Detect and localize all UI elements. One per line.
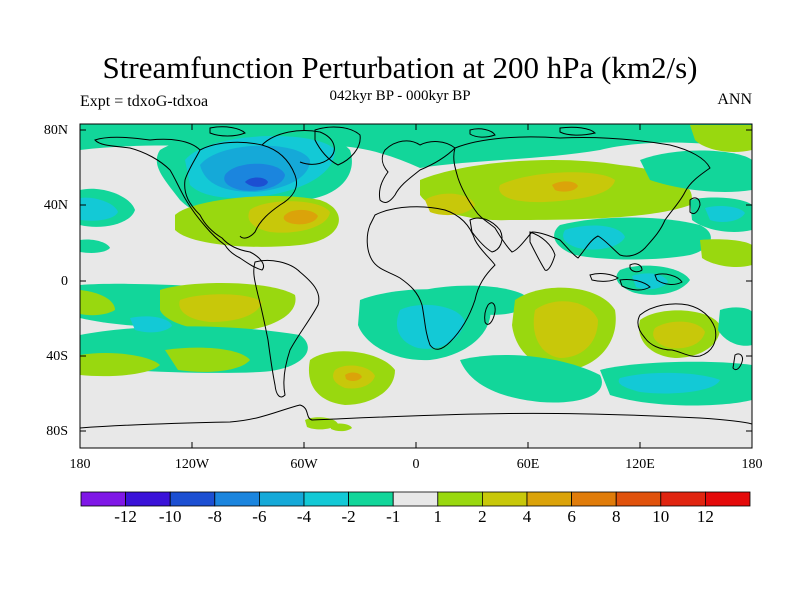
colorbar-swatch [526,491,572,507]
colorbar-tick-label: 4 [522,507,532,526]
colorbar-swatch [303,491,349,507]
colorbar [80,491,751,507]
colorbar-tick-label: 8 [611,507,621,526]
colorbar-swatch [705,491,751,507]
colorbar-swatch [660,491,706,507]
colorbar-tick-label: -8 [207,507,222,526]
colorbar-swatch [80,491,126,507]
colorbar-tick-label: -1 [386,507,401,526]
lon-label-60w: 60W [290,457,318,472]
coastlines [80,126,752,429]
lat-label-0: 0 [61,274,68,289]
colorbar-tick-label: 1 [433,507,443,526]
colorbar-swatch [615,491,662,507]
colorbar-swatch [437,491,483,507]
lon-label-60e: 60E [516,457,540,472]
colorbar-tick-label: -2 [341,507,356,526]
colorbar-swatch [169,491,216,507]
lat-label-80n: 80N [43,123,68,138]
colorbar-tick-label: -12 [114,507,137,526]
colorbar-tick-label: 2 [478,507,487,526]
lat-label-40s: 40S [46,349,68,364]
lat-label-80s: 80S [46,424,68,439]
lon-label-120w: 120W [174,457,210,472]
colorbar-swatch [481,491,528,507]
colorbar-swatch [214,491,260,507]
lat-label-40n: 40N [43,198,68,213]
axis-ticks [80,124,752,448]
contour-field [80,124,752,448]
colorbar-tick-label: 6 [567,507,576,526]
experiment-label: Expt = tdxoG-tdxoa [80,93,209,110]
colorbar-swatch [392,491,439,507]
colorbar-swatch [571,491,617,507]
colorbar-tick-label: -4 [296,507,312,526]
lon-label-180w: 180 [69,457,91,472]
colorbar-swatch [125,491,171,507]
lon-label-120e: 120E [625,457,655,472]
colorbar-tick-label: -6 [252,507,267,526]
map-title: Streamfunction Perturbation at 200 hPa (… [102,50,698,85]
colorbar-tick-label: 10 [652,507,670,526]
colorbar-tick-label: -10 [158,507,182,526]
season-label: ANN [717,91,752,108]
lon-label-180e: 180 [741,457,763,472]
colorbar-tick-label: 12 [696,507,714,526]
colorbar-swatch [348,491,394,507]
colorbar-swatch [258,491,305,507]
lon-label-0: 0 [412,457,420,472]
map-subtitle: 042kyr BP - 000kyr BP [329,88,471,104]
